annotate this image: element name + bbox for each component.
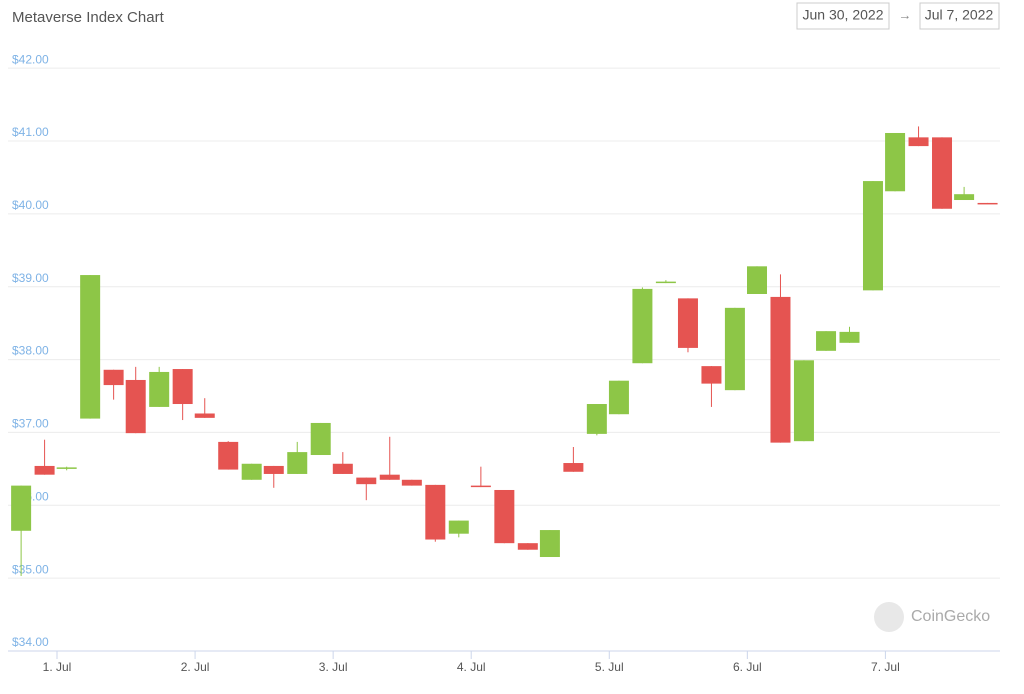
date-from[interactable]: Jun 30, 2022 (803, 7, 884, 23)
candle-body (563, 463, 584, 472)
candle-body (932, 137, 953, 209)
candle-body (194, 413, 215, 418)
candle-body (379, 474, 400, 480)
candle-body (287, 452, 308, 474)
candle-body (80, 275, 101, 419)
candle-body (885, 132, 906, 192)
x-tick-label: 2. Jul (181, 660, 210, 674)
candle-body (56, 467, 77, 469)
candle-body (655, 281, 676, 284)
date-from-box[interactable] (796, 2, 890, 30)
chart-title: Metaverse Index Chart (12, 9, 165, 26)
candle-body (125, 379, 146, 434)
candle-body (448, 520, 469, 534)
candle-body (517, 543, 538, 550)
candle-body (608, 380, 629, 415)
date-to-box[interactable] (919, 2, 1000, 30)
candle-body (310, 422, 331, 456)
candle-body (770, 296, 791, 443)
watermark-logo (874, 602, 904, 632)
y-tick-label: $40.00 (12, 198, 49, 212)
candle-body (724, 307, 745, 391)
candle-body (701, 366, 722, 384)
candle-body (34, 465, 55, 475)
y-tick-label: $39.00 (12, 271, 49, 285)
candle-body (332, 463, 353, 474)
x-tick-label: 1. Jul (43, 660, 72, 674)
x-tick-label: 5. Jul (595, 660, 624, 674)
x-tick-label: 7. Jul (871, 660, 900, 674)
candle-body (103, 369, 124, 386)
candle-body (241, 463, 262, 480)
y-tick-label: $35.00 (12, 562, 49, 576)
candle-body (263, 465, 284, 474)
watermark: CoinGecko (911, 608, 990, 625)
candle-body (632, 288, 653, 364)
candle-body (494, 489, 515, 544)
x-tick-label: 6. Jul (733, 660, 762, 674)
candle-body (677, 298, 698, 348)
candle-body (218, 441, 239, 470)
candle-body (954, 194, 975, 201)
date-to[interactable]: Jul 7, 2022 (925, 7, 994, 23)
x-tick-label: 4. Jul (457, 660, 486, 674)
candle-body (470, 485, 491, 488)
candle-body (862, 181, 883, 291)
candle-body (793, 360, 814, 442)
candle-body (839, 331, 860, 343)
y-tick-label: $37.00 (12, 417, 49, 431)
candle-body (977, 202, 998, 205)
candle-body (747, 266, 768, 294)
date-arrow: → (899, 7, 912, 22)
candle-body (172, 369, 193, 405)
candle-body (356, 477, 377, 485)
candle-body (539, 530, 560, 558)
x-tick-label: 3. Jul (319, 660, 348, 674)
candle-body (908, 137, 929, 147)
candle-body (149, 371, 170, 407)
y-tick-label: $41.00 (12, 125, 49, 139)
y-tick-label: $38.00 (12, 344, 49, 358)
candle-body (401, 479, 422, 486)
y-tick-label: $42.00 (12, 52, 49, 66)
candle-body (425, 484, 446, 540)
candle-body (11, 485, 32, 531)
y-tick-label: $34.00 (12, 635, 49, 649)
candle-body (586, 404, 607, 434)
candle-body (816, 331, 837, 351)
